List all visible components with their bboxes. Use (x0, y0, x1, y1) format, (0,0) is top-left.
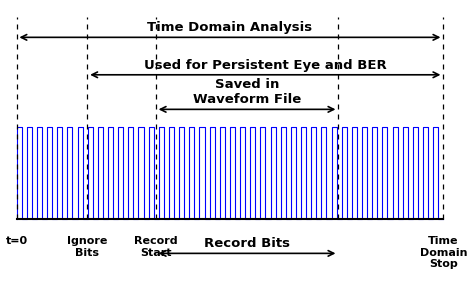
Text: Saved in
Waveform File: Saved in Waveform File (193, 79, 301, 107)
Text: Used for Persistent Eye and BER: Used for Persistent Eye and BER (144, 59, 387, 72)
Text: Record Bits: Record Bits (204, 237, 290, 250)
Text: Time Domain Analysis: Time Domain Analysis (148, 22, 313, 34)
Text: Time
Domain
Stop: Time Domain Stop (420, 236, 467, 269)
Text: t=0: t=0 (6, 236, 27, 246)
Text: Record
Start: Record Start (134, 236, 177, 258)
Text: Ignore
Bits: Ignore Bits (67, 236, 107, 258)
